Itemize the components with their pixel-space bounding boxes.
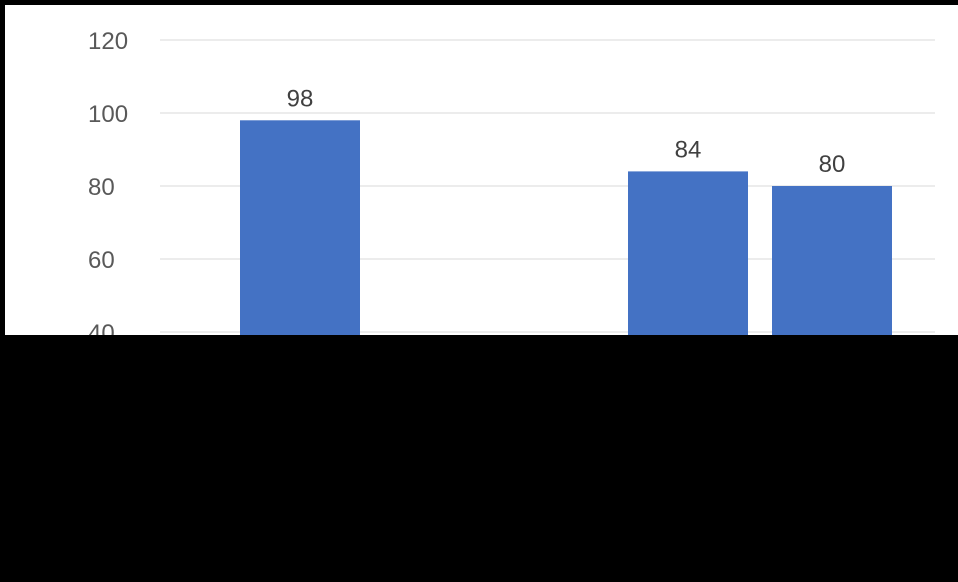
y-tick-label-100: 100 [88, 101, 128, 128]
data-label-2: 84 [675, 136, 702, 163]
y-tick-label-80: 80 [88, 174, 115, 201]
y-tick-label-120: 120 [88, 28, 128, 55]
black-region [0, 335, 958, 582]
data-label-1: 98 [287, 85, 314, 112]
data-labels: 98 84 80 [287, 85, 846, 178]
data-label-3: 80 [819, 151, 846, 178]
y-tick-label-60: 60 [88, 247, 115, 274]
